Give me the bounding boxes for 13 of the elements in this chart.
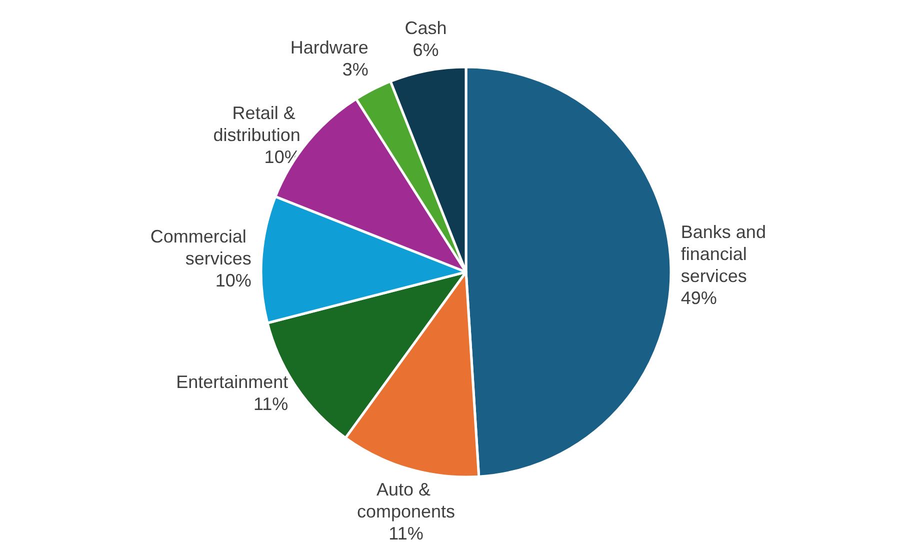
data-label: 49% [680,288,717,308]
slice-label: Commercial services [150,226,252,268]
data-label: 11% [388,523,424,544]
slice-label: Cash [404,18,447,38]
slice-label: Banks and financial services [680,222,771,286]
data-label: 11% [253,394,288,414]
slice-label: Auto & components [356,479,456,522]
data-label: 3% [342,59,368,80]
slice-label: Entertainment [176,372,288,392]
data-label: 10% [215,270,252,290]
slice-label: Hardware [290,37,368,58]
slice-label: Retail & distribution [213,102,300,145]
data-label: 6% [412,40,439,60]
